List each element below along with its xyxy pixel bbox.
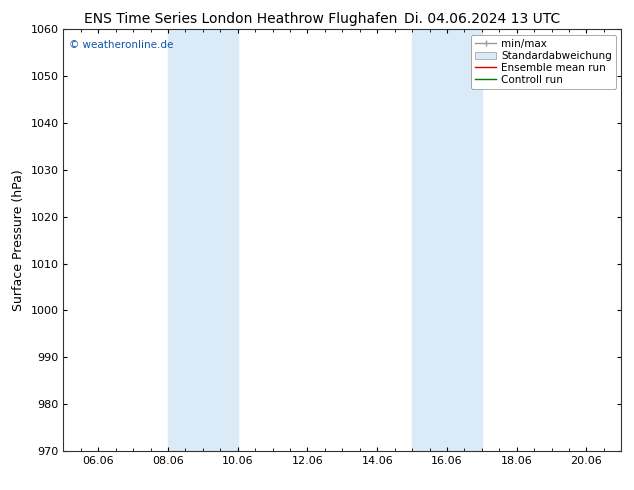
Y-axis label: Surface Pressure (hPa): Surface Pressure (hPa) [12,169,25,311]
Bar [412,29,447,451]
Bar [203,29,238,451]
Legend: min/max, Standardabweichung, Ensemble mean run, Controll run: min/max, Standardabweichung, Ensemble me… [471,35,616,89]
Text: ENS Time Series London Heathrow Flughafen: ENS Time Series London Heathrow Flughafe… [84,12,398,26]
Text: © weatheronline.de: © weatheronline.de [69,40,173,50]
Text: Di. 04.06.2024 13 UTC: Di. 04.06.2024 13 UTC [404,12,560,26]
Bar [447,29,482,451]
Bar [168,29,203,451]
